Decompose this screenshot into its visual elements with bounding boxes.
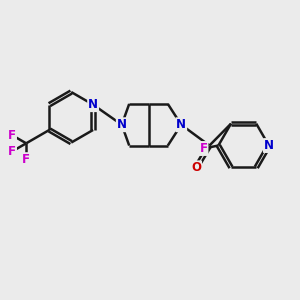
Text: N: N [117, 118, 127, 131]
Text: F: F [22, 153, 30, 166]
Text: O: O [191, 161, 201, 174]
Text: N: N [264, 139, 274, 152]
Text: F: F [8, 129, 16, 142]
Text: N: N [88, 98, 98, 111]
Text: F: F [8, 145, 16, 158]
Text: N: N [176, 118, 186, 131]
Text: F: F [200, 142, 208, 155]
